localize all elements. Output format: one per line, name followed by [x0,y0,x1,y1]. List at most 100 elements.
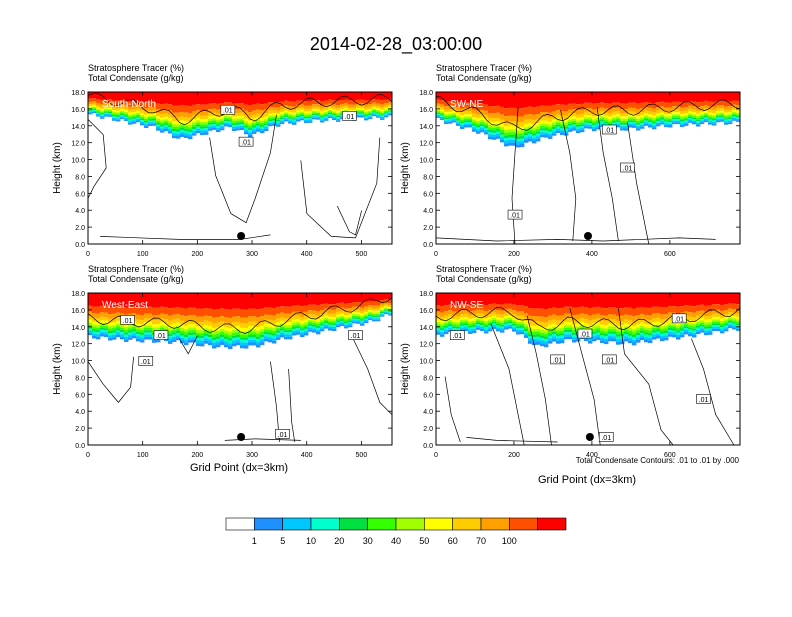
tracer-cell [256,322,261,328]
tracer-cell [532,293,537,309]
tracer-cell [448,310,453,315]
tracer-cell [664,118,669,121]
tracer-cell [724,121,729,123]
tracer-cell [308,317,313,320]
tracer-cell [212,108,217,113]
tracer-cell [144,313,149,319]
tracer-cell [300,334,305,338]
tracer-cell [564,336,569,340]
tracer-cell [532,137,537,141]
tracer-cell [616,102,621,108]
tracer-cell [480,128,485,131]
tracer-cell [492,303,497,309]
tracer-cell [204,315,209,321]
tracer-cell [232,316,237,323]
tracer-cell [692,109,697,113]
tracer-cell [156,113,161,117]
tracer-cell [348,308,353,312]
tracer-cell [640,325,645,329]
tracer-cell [116,334,121,338]
tracer-cell [468,311,473,316]
tracer-cell [560,128,565,131]
tracer-cell [580,127,585,130]
tracer-cell [704,326,709,329]
tracer-cell [140,327,145,331]
tracer-cell [504,293,509,304]
tracer-cell [340,100,345,104]
tracer-cell [172,105,177,113]
tracer-cell [564,133,569,136]
tracer-cell [340,106,345,110]
tracer-cell [580,313,585,319]
tracer-cell [180,335,185,338]
tracer-cell [372,107,377,109]
tracer-cell [352,315,357,318]
tracer-cell [640,337,645,341]
tracer-cell [380,314,385,316]
tracer-cell [732,309,737,313]
y-tick-label: 16.0 [419,107,433,114]
tracer-cell [344,103,349,106]
tracer-cell [448,115,453,118]
tracer-cell [560,307,565,316]
x-tick-label: 300 [246,452,258,459]
tracer-cell [492,312,497,316]
tracer-cell [232,330,237,333]
tracer-cell [168,341,173,344]
tracer-cell [236,122,241,125]
tracer-cell [108,109,113,111]
tracer-cell [684,120,689,123]
tracer-cell [532,127,537,131]
tracer-cell [664,330,669,334]
tracer-cell [552,119,557,123]
tracer-cell [436,111,441,113]
tracer-cell [128,330,133,333]
tracer-cell [496,136,501,139]
tracer-cell [440,332,445,335]
tracer-cell [236,334,241,338]
tracer-cell [716,114,721,117]
tracer-cell [536,131,541,134]
tracer-cell [484,118,489,122]
tracer-cell [88,98,93,102]
tracer-cell [300,330,305,333]
tracer-cell [184,342,189,346]
tracer-cell [136,120,141,123]
tracer-cell [608,307,613,315]
tracer-cell [732,318,737,321]
tracer-cell [604,122,609,124]
tracer-cell [732,327,737,330]
tracer-cell [728,114,733,117]
contour-note: Total Condensate Contours: .01 to .01 by… [576,456,740,465]
tracer-cell [568,125,573,128]
y-tick-label: 2.0 [423,225,433,232]
contour-label: .01 [141,359,151,366]
tracer-cell [576,326,581,330]
tracer-cell [216,92,221,104]
tracer-cell [492,323,497,326]
tracer-cell [332,309,337,314]
tracer-cell [304,105,309,109]
y-tick-label: 8.0 [75,174,85,181]
tracer-cell [336,316,341,319]
tracer-cell [688,325,693,328]
tracer-cell [492,113,497,119]
tracer-cell [124,332,129,335]
tracer-cell [728,117,733,120]
tracer-cell [360,317,365,320]
tracer-cell [472,328,477,331]
tracer-cell [572,118,577,121]
tracer-cell [688,108,693,112]
tracer-cell [352,306,357,310]
tracer-cell [548,133,553,137]
tracer-cell [136,114,141,117]
tracer-cell [696,121,701,123]
tracer-cell [364,107,369,110]
tracer-cell [328,99,333,104]
tracer-cell [492,293,497,304]
tracer-cell [220,321,225,326]
tracer-cell [184,329,189,333]
tracer-cell [100,114,105,116]
tracer-cell [172,329,177,333]
tracer-cell [548,307,553,316]
